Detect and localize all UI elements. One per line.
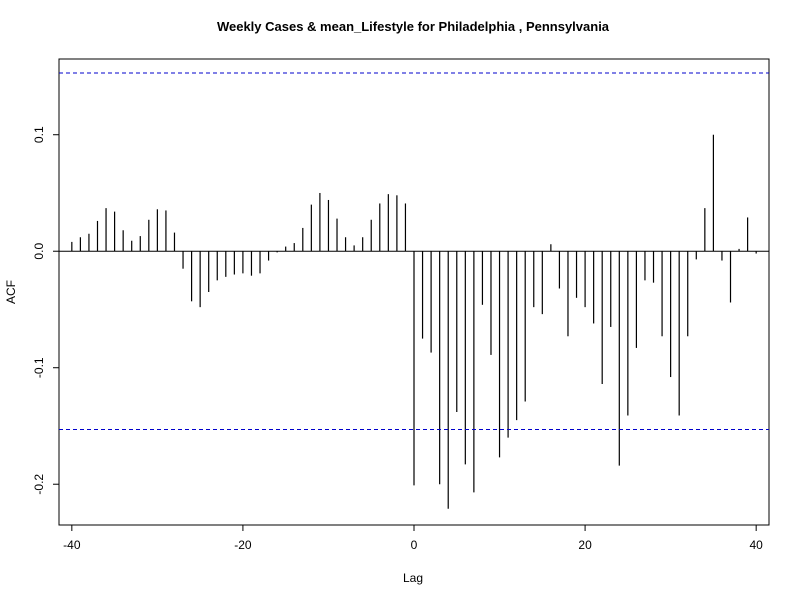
x-tick-label: -40 bbox=[63, 538, 81, 552]
y-tick-label: 0.1 bbox=[32, 126, 46, 143]
x-tick-label: 0 bbox=[411, 538, 418, 552]
x-axis-label: Lag bbox=[403, 571, 423, 585]
chart-title: Weekly Cases & mean_Lifestyle for Philad… bbox=[217, 19, 610, 34]
x-axis: -40 -20 0 20 40 bbox=[63, 525, 763, 552]
y-tick-label: -0.2 bbox=[32, 474, 46, 495]
x-tick-label: 20 bbox=[578, 538, 592, 552]
confidence-lines bbox=[59, 72, 769, 430]
y-tick-label: -0.1 bbox=[32, 357, 46, 378]
y-axis-label: ACF bbox=[4, 280, 18, 304]
x-tick-label: -20 bbox=[234, 538, 252, 552]
y-axis: -0.2 -0.1 0.0 0.1 bbox=[32, 126, 59, 495]
acf-bars bbox=[71, 134, 757, 509]
y-tick-label: 0.0 bbox=[32, 243, 46, 260]
x-tick-label: 40 bbox=[749, 538, 763, 552]
